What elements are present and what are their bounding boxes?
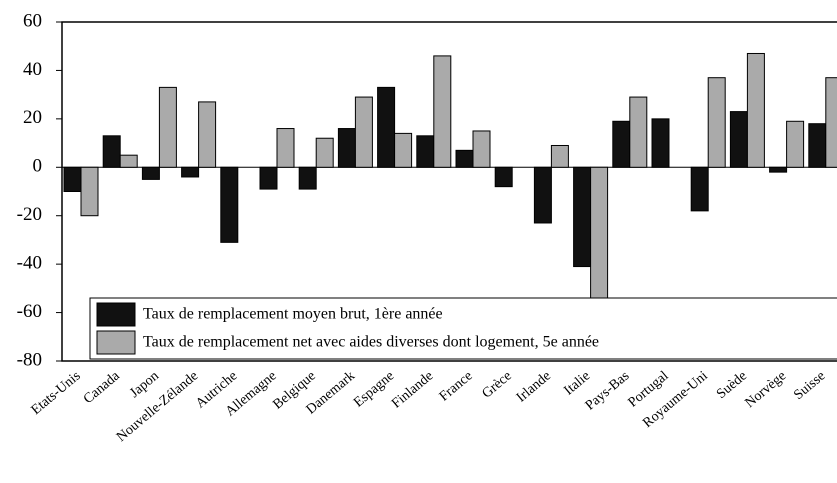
bar <box>181 166 200 178</box>
bar <box>102 135 121 168</box>
bar <box>707 77 726 168</box>
bar <box>377 86 396 168</box>
plot-frame <box>61 21 837 362</box>
bar <box>573 166 592 268</box>
x-tick-label: Grèce <box>480 369 515 402</box>
bar <box>63 166 82 193</box>
bar <box>808 123 827 168</box>
y-tick-label: -40 <box>17 253 42 274</box>
x-tick-label: Pays-Bas <box>583 369 633 414</box>
bar <box>786 120 805 168</box>
x-tick-label: Norvège <box>743 369 790 411</box>
bar <box>119 154 138 168</box>
legend-box <box>89 297 837 360</box>
y-tick-label: -80 <box>17 349 42 370</box>
bar <box>298 166 317 190</box>
y-tick-label: 60 <box>23 10 42 31</box>
bar <box>533 166 552 224</box>
x-tick-label: Suisse <box>791 369 828 404</box>
bar <box>746 52 765 168</box>
bar <box>729 111 748 168</box>
y-tick-label: -20 <box>17 204 42 225</box>
bar <box>80 166 99 217</box>
bar <box>590 166 609 314</box>
bar <box>769 166 788 173</box>
legend-swatch <box>96 302 136 327</box>
bar <box>612 120 631 168</box>
bar <box>276 128 295 168</box>
y-tick-label: 0 <box>33 156 43 177</box>
x-tick-label: Canada <box>81 368 123 407</box>
bar <box>472 130 491 168</box>
bar <box>550 144 569 168</box>
bar <box>455 149 474 168</box>
x-tick-label: Japon <box>127 369 162 401</box>
x-tick-label: Irlande <box>514 369 554 406</box>
y-tick-label: 40 <box>23 59 42 80</box>
bar <box>690 166 709 212</box>
y-tick-label: 20 <box>23 107 42 128</box>
bar <box>416 135 435 168</box>
x-tick-label: Finlande <box>389 369 436 412</box>
x-tick-label: Espagne <box>351 369 397 411</box>
legend-swatch <box>96 330 136 355</box>
x-tick-label: Etats-Unis <box>29 369 84 418</box>
legend-label: Taux de remplacement net avec aides dive… <box>143 334 599 351</box>
bar <box>220 166 239 243</box>
bar <box>629 96 648 168</box>
bar <box>315 137 334 168</box>
x-tick-label: Italie <box>561 369 593 399</box>
bar <box>651 118 670 168</box>
bar <box>494 166 513 188</box>
x-tick-label: France <box>437 369 476 405</box>
bar <box>433 55 452 168</box>
bar <box>158 86 177 168</box>
bar <box>337 128 356 168</box>
legend-label: Taux de remplacement moyen brut, 1ère an… <box>143 306 443 323</box>
bar <box>825 77 837 168</box>
y-tick-label: -60 <box>17 301 42 322</box>
bar <box>198 101 217 168</box>
bar <box>141 166 160 180</box>
bar <box>354 96 373 168</box>
bar <box>394 132 413 168</box>
bar <box>259 166 278 190</box>
